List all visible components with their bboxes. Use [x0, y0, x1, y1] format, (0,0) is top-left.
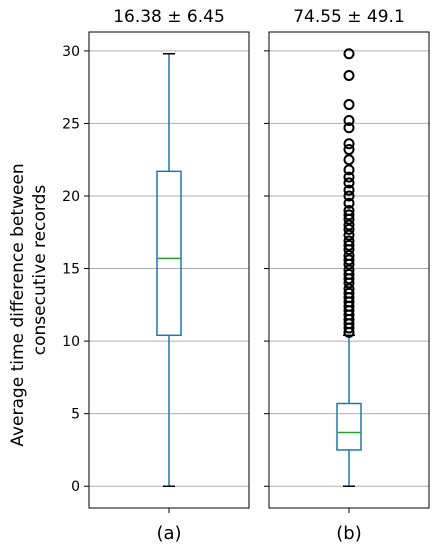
outlier-point: [343, 229, 355, 241]
outlier-point: [343, 164, 355, 176]
outlier-point: [343, 209, 355, 221]
outlier-point: [343, 219, 355, 231]
outlier-point: [343, 264, 355, 276]
y-tick-label: 10: [62, 334, 80, 350]
x-category-label: (b): [336, 523, 361, 544]
outlier-point: [343, 235, 355, 247]
panel-b: (b) 74.55 ± 49.1: [264, 7, 430, 544]
outlier-point: [343, 99, 355, 111]
y-tick-label: 5: [71, 407, 80, 423]
outlier-point: [343, 197, 355, 209]
y-tick-label: 0: [71, 479, 80, 495]
outlier-point: [343, 254, 355, 266]
outlier-point: [343, 115, 355, 127]
outlier-point: [343, 138, 355, 150]
outlier-point: [343, 70, 355, 82]
outlier-point: [343, 144, 355, 156]
iqr-box: [156, 170, 182, 337]
outlier-point: [343, 177, 355, 189]
outlier-point: [343, 190, 355, 202]
outlier-point: [343, 184, 355, 196]
outlier-point: [343, 223, 355, 235]
outlier-point: [343, 171, 355, 183]
outlier-point: [343, 48, 355, 60]
outlier-point: [343, 154, 355, 166]
panel-a: 0 5 10 15 20 25 30 (a) 16.38 ± 6.45: [62, 7, 250, 544]
outlier-point: [343, 122, 355, 134]
panel-title: 74.55 ± 49.1: [293, 7, 405, 27]
x-category-label: (a): [156, 523, 181, 544]
outlier-point: [343, 283, 355, 295]
outlier-point: [343, 249, 355, 261]
outlier-point: [343, 239, 355, 251]
y-tick-label: 30: [62, 44, 80, 60]
outlier-point: [343, 268, 355, 280]
y-tick-label: 15: [62, 262, 80, 278]
y-tick-label: 25: [62, 116, 80, 132]
y-tick-label: 20: [62, 189, 80, 205]
y-axis-label-line-2: consecutive records: [30, 185, 50, 356]
outlier-point: [343, 287, 355, 299]
outlier-point: [343, 205, 355, 216]
y-axis-label-line-1: Average time difference between: [8, 163, 28, 446]
panel-title: 16.38 ± 6.45: [113, 7, 225, 27]
iqr-box: [336, 402, 362, 451]
